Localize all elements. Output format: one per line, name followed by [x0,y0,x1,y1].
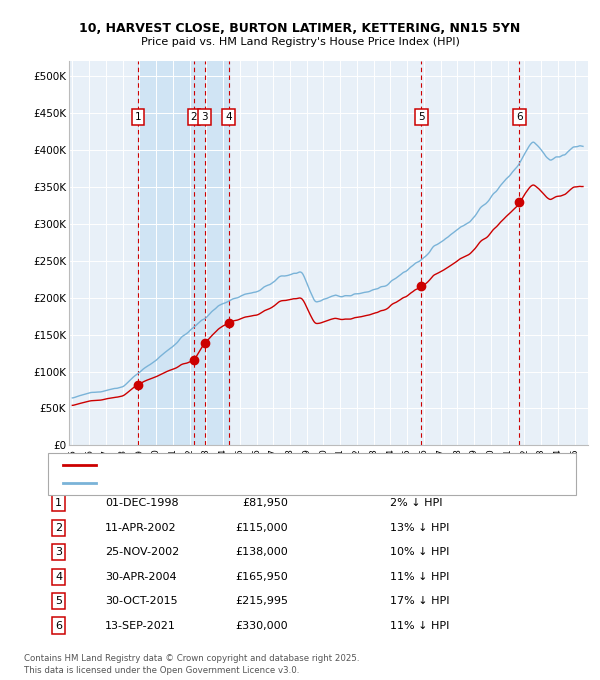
Text: 11% ↓ HPI: 11% ↓ HPI [390,621,449,630]
Text: 4: 4 [225,112,232,122]
Text: 13-SEP-2021: 13-SEP-2021 [105,621,176,630]
Text: 11% ↓ HPI: 11% ↓ HPI [390,572,449,581]
Text: 5: 5 [55,596,62,606]
Text: HPI: Average price, detached house, North Northamptonshire: HPI: Average price, detached house, Nort… [102,479,394,488]
Text: 6: 6 [516,112,523,122]
Text: 10, HARVEST CLOSE, BURTON LATIMER, KETTERING, NN15 5YN (detached house): 10, HARVEST CLOSE, BURTON LATIMER, KETTE… [102,460,485,469]
Text: 5: 5 [418,112,424,122]
Text: 13% ↓ HPI: 13% ↓ HPI [390,523,449,532]
Text: 01-DEC-1998: 01-DEC-1998 [105,498,179,508]
Text: 3: 3 [201,112,208,122]
Text: 10% ↓ HPI: 10% ↓ HPI [390,547,449,557]
Text: Price paid vs. HM Land Registry's House Price Index (HPI): Price paid vs. HM Land Registry's House … [140,37,460,47]
Text: 6: 6 [55,621,62,630]
Text: £115,000: £115,000 [235,523,288,532]
Text: 11-APR-2002: 11-APR-2002 [105,523,176,532]
Text: 2: 2 [55,523,62,532]
Text: 2: 2 [191,112,197,122]
Text: £215,995: £215,995 [235,596,288,606]
Text: 10, HARVEST CLOSE, BURTON LATIMER, KETTERING, NN15 5YN: 10, HARVEST CLOSE, BURTON LATIMER, KETTE… [79,22,521,35]
Text: £138,000: £138,000 [235,547,288,557]
Text: 4: 4 [55,572,62,581]
Text: £165,950: £165,950 [235,572,288,581]
Text: 1: 1 [55,498,62,508]
Text: Contains HM Land Registry data © Crown copyright and database right 2025.
This d: Contains HM Land Registry data © Crown c… [24,653,359,675]
Text: 17% ↓ HPI: 17% ↓ HPI [390,596,449,606]
Text: £330,000: £330,000 [235,621,288,630]
Text: 30-OCT-2015: 30-OCT-2015 [105,596,178,606]
Text: 1: 1 [134,112,141,122]
Text: 2% ↓ HPI: 2% ↓ HPI [390,498,443,508]
Text: 3: 3 [55,547,62,557]
Bar [138,61,229,445]
Text: £81,950: £81,950 [242,498,288,508]
Text: 25-NOV-2002: 25-NOV-2002 [105,547,179,557]
Text: 30-APR-2004: 30-APR-2004 [105,572,176,581]
